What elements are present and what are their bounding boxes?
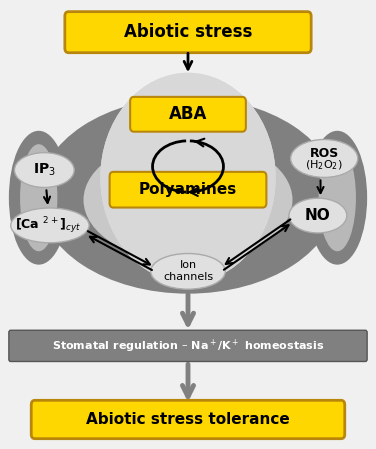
Text: IP$_3$: IP$_3$ [33, 162, 56, 178]
Text: [Ca $^{2+}$]$_{cyt}$: [Ca $^{2+}$]$_{cyt}$ [15, 215, 81, 236]
Ellipse shape [20, 144, 58, 251]
Ellipse shape [39, 97, 337, 294]
FancyBboxPatch shape [110, 172, 266, 207]
Ellipse shape [308, 131, 367, 264]
Text: ABA: ABA [169, 105, 207, 123]
Text: Polyamines: Polyamines [139, 182, 237, 197]
Text: ROS: ROS [309, 147, 339, 159]
Ellipse shape [291, 140, 358, 177]
Ellipse shape [83, 137, 293, 262]
Ellipse shape [14, 153, 74, 188]
Ellipse shape [151, 254, 225, 289]
FancyBboxPatch shape [31, 401, 345, 439]
Text: channels: channels [163, 272, 213, 282]
Ellipse shape [11, 208, 89, 243]
Text: Stomatal regulation – Na$^+$/K$^+$ homeostasis: Stomatal regulation – Na$^+$/K$^+$ homeo… [52, 337, 324, 355]
FancyBboxPatch shape [65, 12, 311, 53]
Text: Abiotic stress: Abiotic stress [124, 23, 252, 41]
FancyBboxPatch shape [130, 97, 246, 132]
Circle shape [100, 73, 276, 282]
Text: Ion: Ion [179, 260, 197, 270]
Text: (H$_2$O$_2$): (H$_2$O$_2$) [305, 158, 343, 172]
FancyBboxPatch shape [9, 330, 367, 361]
Circle shape [100, 73, 276, 282]
Ellipse shape [318, 144, 356, 251]
Text: NO: NO [305, 208, 331, 223]
Ellipse shape [289, 198, 347, 233]
Text: Abiotic stress tolerance: Abiotic stress tolerance [86, 412, 290, 427]
Ellipse shape [9, 131, 68, 264]
